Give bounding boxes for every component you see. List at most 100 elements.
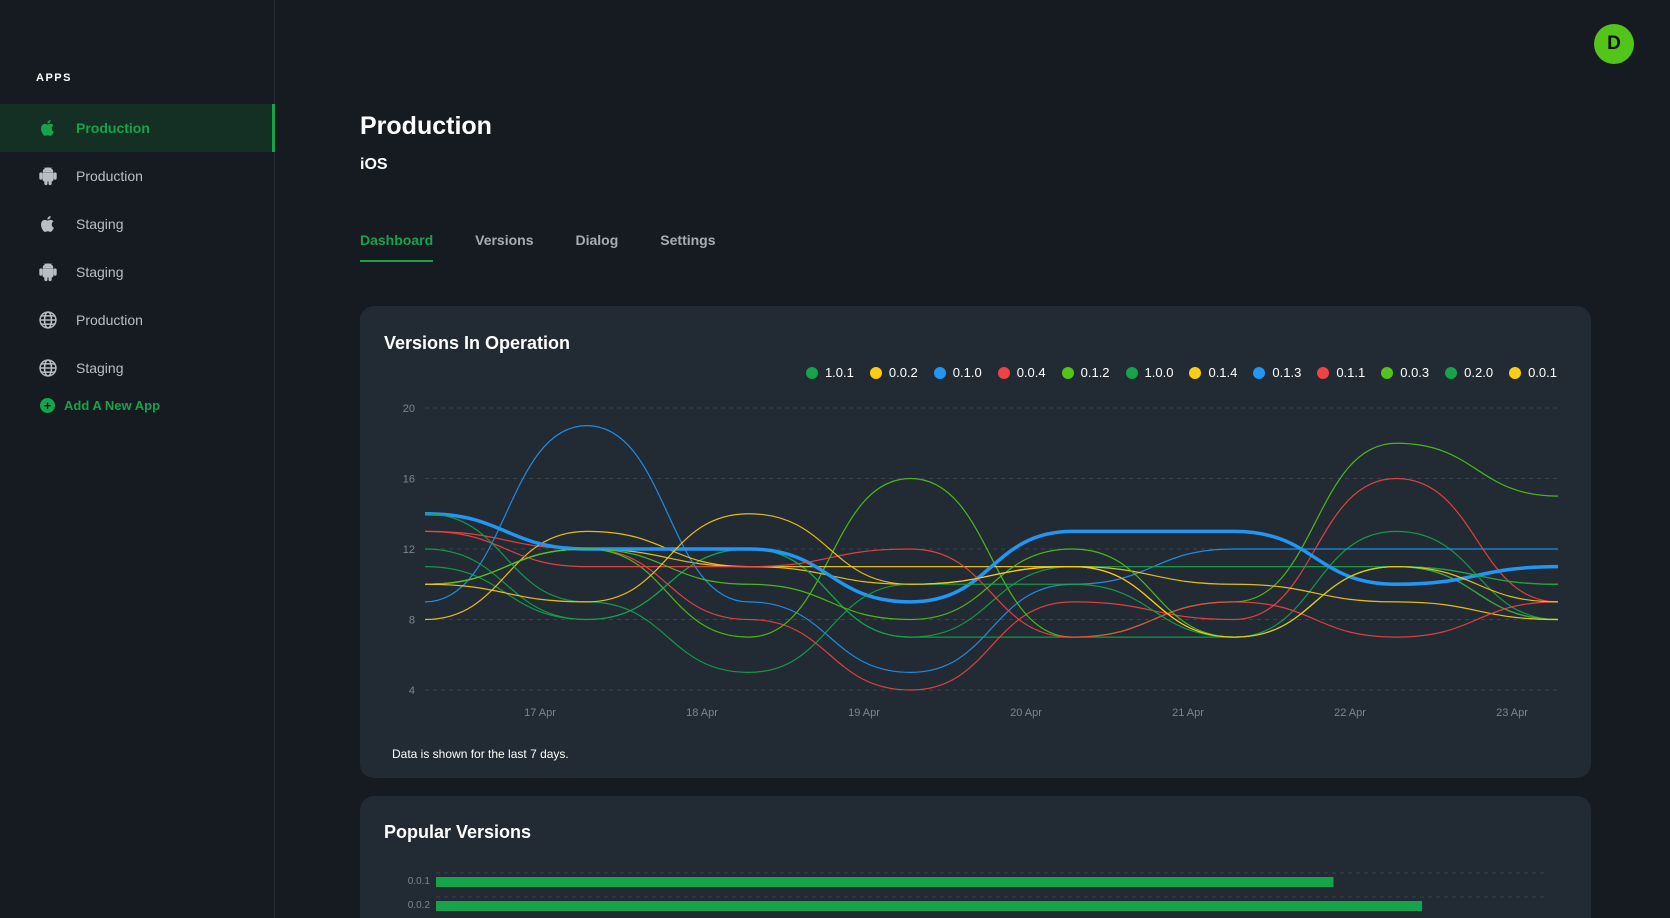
legend-item[interactable]: 0.1.1 bbox=[1317, 365, 1365, 380]
legend-dot bbox=[1125, 366, 1138, 379]
sidebar-item-staging-5[interactable]: Staging bbox=[0, 344, 275, 392]
sidebar: APPS Production Production Staging Staging P… bbox=[0, 0, 275, 918]
series-line-0-0-4[interactable] bbox=[424, 477, 1559, 691]
popular-versions-card: Popular Versions 0.0.1 0.0.2 bbox=[360, 796, 1591, 918]
user-avatar[interactable]: D bbox=[1594, 24, 1634, 64]
x-tick-label: 20 Apr bbox=[1010, 707, 1042, 719]
sidebar-heading: APPS bbox=[36, 72, 72, 84]
legend-item[interactable]: 0.1.3 bbox=[1253, 365, 1301, 380]
chart-footnote: Data is shown for the last 7 days. bbox=[392, 747, 569, 761]
legend-label: 1.0.1 bbox=[824, 365, 854, 380]
series-line-0-1-3[interactable] bbox=[424, 512, 1559, 604]
sidebar-item-label: Staging bbox=[76, 360, 124, 376]
card-title: Versions In Operation bbox=[384, 333, 571, 353]
tab-settings[interactable]: Settings bbox=[660, 232, 716, 248]
add-app-button[interactable]: + Add A New App bbox=[40, 398, 160, 413]
tab-dialog[interactable]: Dialog bbox=[575, 232, 619, 248]
bar-0-0-2[interactable] bbox=[436, 901, 1423, 911]
x-tick-label: 21 Apr bbox=[1172, 707, 1204, 719]
legend-item[interactable]: 0.1.4 bbox=[1189, 365, 1237, 380]
sidebar-item-label: Production bbox=[76, 120, 150, 136]
series-line-0-1-2[interactable] bbox=[424, 442, 1559, 638]
tab-dashboard[interactable]: Dashboard bbox=[360, 232, 434, 262]
legend-item[interactable]: 0.1.2 bbox=[1061, 365, 1110, 380]
legend-item[interactable]: 0.0.2 bbox=[869, 365, 918, 380]
legend-item[interactable]: 1.0.1 bbox=[805, 365, 854, 380]
y-tick-label: 16 bbox=[403, 474, 415, 486]
globe-icon bbox=[38, 358, 58, 378]
series-line-0-1-1[interactable] bbox=[424, 530, 1559, 638]
android-icon bbox=[38, 262, 58, 282]
series-line-0-1-0[interactable] bbox=[424, 425, 1558, 673]
legend-dot bbox=[1445, 366, 1458, 379]
bar-category-label: 0.0.1 bbox=[408, 876, 431, 887]
legend-dot bbox=[933, 366, 946, 379]
legend-label: 0.1.4 bbox=[1208, 365, 1238, 380]
bar-category-label: 0.0.2 bbox=[408, 900, 431, 911]
legend-dot bbox=[1189, 366, 1202, 379]
add-app-label: Add A New App bbox=[64, 398, 161, 413]
versions-line-chart: 4 8 12 16 20 17 Apr 18 Apr 19 Apr 20 Apr 21 Apr 22… bbox=[403, 403, 1559, 719]
card-title: Popular Versions bbox=[384, 822, 532, 842]
apple-icon bbox=[38, 214, 58, 234]
apple-icon bbox=[38, 118, 58, 138]
series-line-1-0-0[interactable] bbox=[424, 548, 1559, 638]
tab-bar: Dashboard Versions Dialog Settings bbox=[360, 232, 758, 262]
legend-label: 0.1.0 bbox=[952, 365, 982, 380]
legend-label: 0.1.2 bbox=[1080, 365, 1110, 380]
versions-in-operation-card: Versions In Operation 1.0.1 0.0.2 0.1.0 0.0… bbox=[360, 306, 1591, 778]
tab-versions[interactable]: Versions bbox=[475, 232, 534, 248]
sidebar-item-production-4[interactable]: Production bbox=[0, 296, 275, 344]
sidebar-item-label: Staging bbox=[76, 216, 124, 232]
y-tick-label: 4 bbox=[409, 685, 415, 697]
page-title: Production bbox=[360, 112, 492, 140]
legend-dot bbox=[869, 366, 882, 379]
y-tick-label: 20 bbox=[403, 403, 415, 415]
sidebar-item-label: Production bbox=[76, 168, 143, 184]
sidebar-item-label: Staging bbox=[76, 264, 124, 280]
legend-item[interactable]: 0.2.0 bbox=[1445, 365, 1493, 380]
series-line-0-0-1[interactable] bbox=[424, 513, 1559, 638]
chart-legend: 1.0.1 0.0.2 0.1.0 0.0.4 0.1.2 1.0.0 0.1.4 0.1.3… bbox=[790, 365, 1557, 380]
legend-item[interactable]: 0.0.1 bbox=[1509, 365, 1557, 380]
legend-item[interactable]: 0.0.4 bbox=[997, 365, 1046, 380]
popular-versions-bar-chart: 0.0.1 0.0.2 bbox=[408, 872, 1544, 911]
series-line-0-1-4[interactable] bbox=[424, 530, 1559, 621]
legend-dot bbox=[1253, 366, 1266, 379]
legend-item[interactable]: 1.0.0 bbox=[1125, 365, 1174, 380]
legend-label: 0.1.1 bbox=[1336, 365, 1366, 380]
legend-dot bbox=[1317, 366, 1330, 379]
app-list: Production Production Staging Staging Produc… bbox=[0, 104, 275, 392]
legend-label: 0.0.1 bbox=[1528, 365, 1557, 380]
sidebar-item-production-1[interactable]: Production bbox=[0, 152, 275, 200]
sidebar-item-staging-3[interactable]: Staging bbox=[0, 248, 275, 296]
x-tick-label: 18 Apr bbox=[686, 707, 718, 719]
x-tick-label: 22 Apr bbox=[1334, 707, 1366, 719]
y-tick-label: 8 bbox=[409, 615, 415, 627]
legend-label: 0.1.3 bbox=[1272, 365, 1302, 380]
legend-dot bbox=[1061, 366, 1074, 379]
legend-dot bbox=[805, 366, 818, 379]
bar-0-0-1[interactable] bbox=[436, 877, 1334, 887]
page-subtitle: iOS bbox=[360, 156, 388, 173]
legend-dot bbox=[1381, 366, 1394, 379]
plus-circle-icon: + bbox=[40, 398, 55, 413]
legend-label: 0.0.2 bbox=[888, 365, 918, 380]
android-icon bbox=[38, 166, 58, 186]
legend-label: 0.0.4 bbox=[1016, 365, 1046, 380]
legend-label: 0.0.3 bbox=[1400, 365, 1430, 380]
sidebar-item-label: Production bbox=[76, 312, 143, 328]
legend-item[interactable]: 0.1.0 bbox=[933, 365, 982, 380]
x-tick-label: 23 Apr bbox=[1496, 707, 1528, 719]
sidebar-item-staging-2[interactable]: Staging bbox=[0, 200, 275, 248]
y-tick-label: 12 bbox=[403, 544, 415, 556]
legend-dot bbox=[997, 366, 1010, 379]
x-tick-label: 19 Apr bbox=[848, 707, 880, 719]
legend-label: 0.2.0 bbox=[1464, 365, 1494, 380]
x-tick-label: 17 Apr bbox=[524, 707, 556, 719]
sidebar-item-production-0[interactable]: Production bbox=[0, 104, 275, 152]
globe-icon bbox=[38, 310, 58, 330]
legend-label: 1.0.0 bbox=[1144, 365, 1174, 380]
legend-dot bbox=[1509, 366, 1522, 379]
legend-item[interactable]: 0.0.3 bbox=[1381, 365, 1429, 380]
